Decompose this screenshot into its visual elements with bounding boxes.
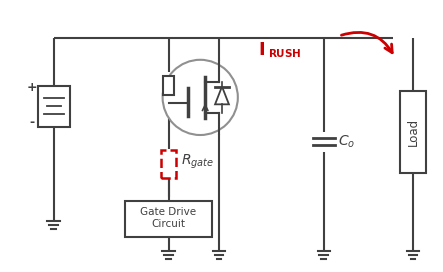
Text: Load: Load bbox=[407, 118, 420, 146]
Text: +: + bbox=[27, 81, 37, 94]
Bar bbox=[38, 85, 70, 127]
Text: -: - bbox=[29, 116, 35, 129]
Text: Gate Drive: Gate Drive bbox=[140, 207, 197, 217]
Bar bbox=[400, 91, 426, 173]
Text: $\mathbf{I}$: $\mathbf{I}$ bbox=[257, 41, 264, 59]
Text: $\mathbf{RUSH}$: $\mathbf{RUSH}$ bbox=[268, 47, 301, 59]
Polygon shape bbox=[215, 86, 229, 104]
Text: $C_o$: $C_o$ bbox=[338, 134, 355, 150]
Text: Circuit: Circuit bbox=[152, 219, 186, 229]
Circle shape bbox=[163, 60, 238, 135]
Bar bbox=[125, 201, 212, 237]
Bar bbox=[163, 76, 174, 95]
Text: $R_{gate}$: $R_{gate}$ bbox=[182, 153, 214, 171]
Bar bbox=[161, 150, 176, 178]
